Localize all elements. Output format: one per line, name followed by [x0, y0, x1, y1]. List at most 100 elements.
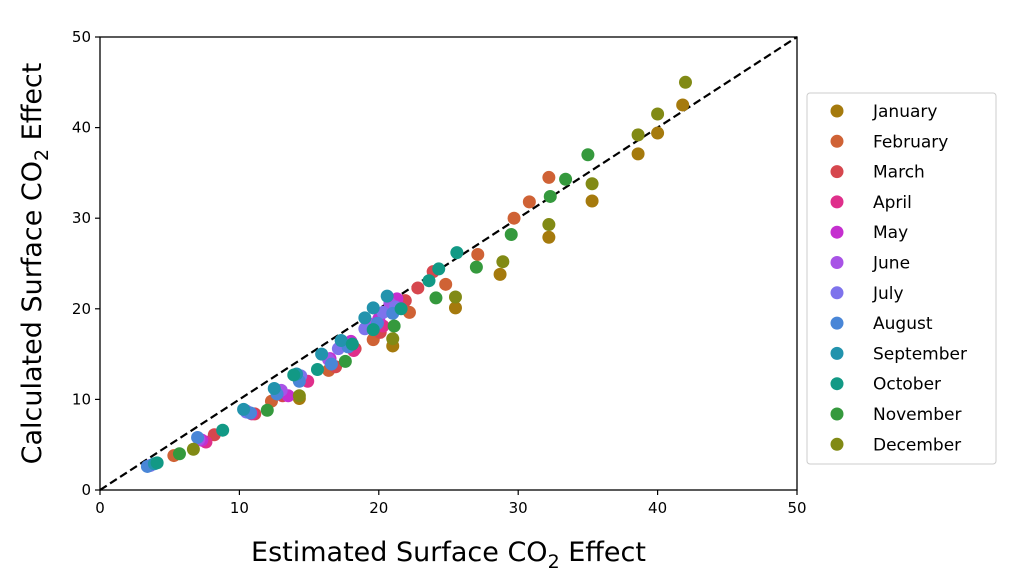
- legend-label: March: [873, 163, 925, 183]
- y-tick-label: 30: [72, 209, 91, 227]
- legend-marker: [830, 286, 844, 300]
- legend-label: May: [873, 223, 908, 243]
- data-point-march-7: [411, 281, 425, 295]
- data-point-january-4: [542, 230, 556, 244]
- data-point-february-7: [507, 211, 521, 225]
- legend-marker: [830, 316, 844, 330]
- x-tick-label: 0: [95, 499, 105, 517]
- legend-label: January: [872, 102, 937, 122]
- legend-label: July: [872, 284, 904, 304]
- data-point-november-3: [387, 319, 401, 333]
- data-point-december-6: [585, 177, 599, 191]
- data-point-january-3: [493, 267, 507, 281]
- legend-marker: [830, 377, 844, 391]
- data-point-december-4: [496, 255, 510, 269]
- y-axis-title-suffix: Effect: [17, 63, 48, 149]
- legend: January February March April May June July Augu…: [806, 92, 997, 465]
- data-point-december-5: [542, 218, 556, 232]
- data-point-october-6: [394, 302, 408, 316]
- data-point-september-6: [358, 311, 372, 325]
- legend-item-december: December: [830, 435, 961, 455]
- data-point-september-1: [237, 402, 251, 416]
- legend-item-august: August: [830, 314, 933, 334]
- legend-marker: [830, 165, 844, 179]
- data-point-december-0: [186, 442, 200, 456]
- legend-marker: [830, 134, 844, 148]
- y-axis-title-subscript: 2: [31, 149, 53, 161]
- data-point-february-9: [542, 170, 556, 184]
- legend-label: September: [873, 344, 967, 364]
- data-point-january-8: [676, 98, 690, 112]
- x-tick-label: 50: [787, 499, 806, 517]
- data-point-december-1: [292, 389, 306, 403]
- data-point-october-5: [366, 323, 380, 337]
- data-point-november-4: [429, 291, 443, 305]
- data-point-september-7: [366, 301, 380, 315]
- y-tick-label: 40: [72, 119, 91, 137]
- data-point-october-4: [345, 337, 359, 351]
- legend-marker: [830, 407, 844, 421]
- legend-label: December: [873, 435, 961, 455]
- data-point-september-5: [334, 334, 348, 348]
- data-point-october-2: [287, 368, 301, 382]
- data-point-october-7: [422, 274, 436, 288]
- plot-area: [99, 36, 798, 491]
- data-point-september-8: [380, 289, 394, 303]
- data-points-layer: [140, 75, 692, 473]
- legend-label: November: [873, 405, 961, 425]
- data-point-january-2: [448, 301, 462, 315]
- legend-label: February: [873, 132, 948, 152]
- data-point-november-1: [260, 403, 274, 417]
- x-tick-label: 40: [648, 499, 667, 517]
- data-point-november-6: [504, 228, 518, 242]
- legend-label: June: [872, 254, 910, 274]
- x-tick-label: 30: [509, 499, 528, 517]
- data-point-november-5: [469, 260, 483, 274]
- data-point-july-5: [376, 305, 390, 319]
- legend-marker: [830, 104, 844, 118]
- data-point-january-5: [585, 194, 599, 208]
- data-point-october-0: [150, 456, 164, 470]
- legend-box: [806, 92, 997, 465]
- data-point-november-0: [172, 447, 186, 461]
- legend-marker: [830, 437, 844, 451]
- x-axis-title-prefix: Estimated Surface CO: [251, 537, 548, 568]
- legend-item-january: January: [830, 102, 937, 122]
- legend-item-june: June: [830, 254, 910, 274]
- data-point-december-8: [651, 107, 665, 121]
- legend-items: January February March April May June July Augu…: [830, 102, 967, 455]
- y-tick-label: 20: [72, 300, 91, 318]
- y-tick-label: 50: [72, 28, 91, 46]
- legend-label: April: [873, 193, 912, 213]
- data-point-december-2: [386, 332, 400, 346]
- legend-label: October: [873, 375, 941, 395]
- x-axis-ticks: 0 10 20 30 40 50: [95, 490, 807, 517]
- data-point-september-4: [315, 347, 329, 361]
- x-tick-label: 10: [230, 499, 249, 517]
- data-point-december-9: [678, 75, 692, 89]
- data-point-november-9: [581, 148, 595, 162]
- x-tick-label: 20: [369, 499, 388, 517]
- legend-item-october: October: [830, 375, 941, 395]
- data-point-february-5: [439, 277, 453, 291]
- legend-item-july: July: [830, 284, 904, 304]
- legend-item-november: November: [830, 405, 961, 425]
- data-point-october-3: [310, 363, 324, 377]
- data-point-january-7: [651, 126, 665, 140]
- legend-item-march: March: [830, 163, 925, 183]
- data-point-november-2: [338, 354, 352, 368]
- x-axis-title: Estimated Surface CO2 Effect: [251, 537, 646, 573]
- data-point-september-2: [267, 382, 281, 396]
- y-axis-title: Calculated Surface CO2 Effect: [17, 63, 53, 465]
- data-point-december-7: [631, 128, 645, 142]
- data-point-october-8: [432, 262, 446, 276]
- data-point-february-8: [522, 195, 536, 209]
- legend-marker: [830, 195, 844, 209]
- legend-marker: [830, 346, 844, 360]
- data-point-november-8: [559, 172, 573, 186]
- data-point-august-1: [191, 430, 205, 444]
- data-point-december-3: [448, 290, 462, 304]
- y-tick-label: 0: [81, 481, 91, 499]
- legend-label: August: [873, 314, 933, 334]
